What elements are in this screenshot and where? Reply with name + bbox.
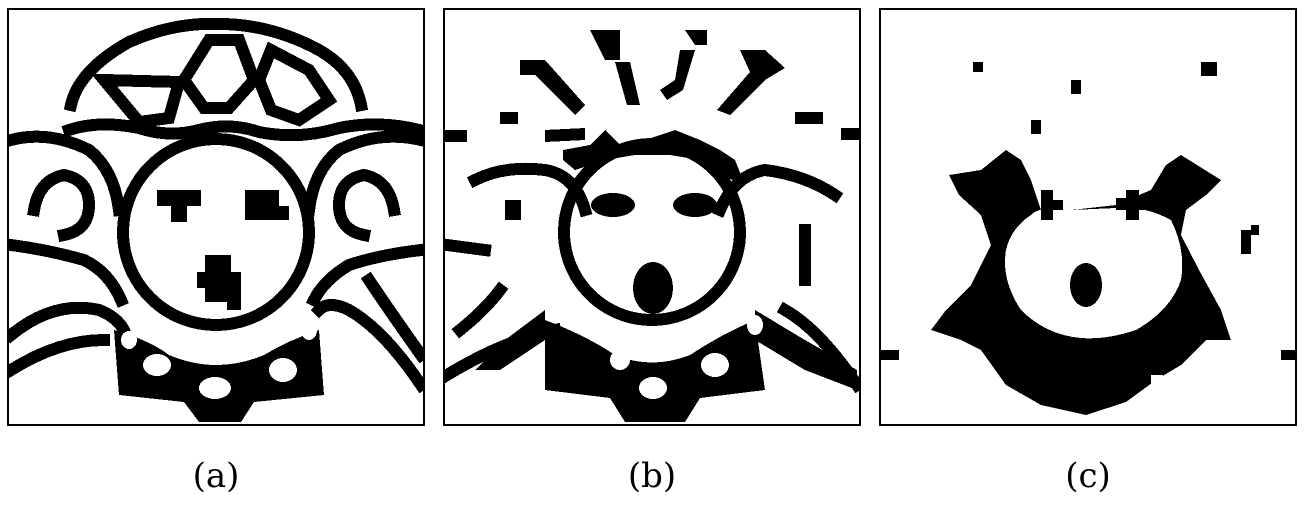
mouth xyxy=(633,262,673,314)
necklace-bead-4 xyxy=(301,320,317,340)
left-shoulder xyxy=(475,310,545,370)
left-scroll-outer xyxy=(9,130,126,217)
headdress-petal-1 xyxy=(90,73,187,129)
right-hair-1 xyxy=(305,243,423,309)
left-scroll-curl xyxy=(27,168,96,243)
fragment-3 xyxy=(685,30,707,45)
panel-b-binary-face-image xyxy=(443,8,861,426)
mouth xyxy=(197,255,241,310)
right-shoulder xyxy=(755,310,857,390)
left-hair-strand-1 xyxy=(451,281,509,339)
left-eye xyxy=(591,193,635,217)
right-scroll-outer xyxy=(302,130,423,217)
speck-1 xyxy=(973,62,983,72)
fragment-12 xyxy=(505,200,521,220)
right-hair-top xyxy=(712,163,844,218)
necklace-bead-4 xyxy=(747,315,763,335)
panel-c-binary-face-image xyxy=(879,8,1297,426)
necklace-bead-2 xyxy=(199,377,231,399)
left-eye-speck xyxy=(1041,190,1063,220)
speck-6 xyxy=(1251,225,1259,235)
left-hair-top xyxy=(466,162,593,218)
panel-a-image xyxy=(9,17,423,422)
face-outline xyxy=(117,133,315,331)
right-eye xyxy=(673,193,717,217)
panel-a-binary-face-image xyxy=(7,8,425,426)
fragment-9 xyxy=(795,112,823,124)
speck-2 xyxy=(1201,62,1217,76)
mass-hole xyxy=(1151,375,1163,385)
speck-5 xyxy=(1241,230,1251,254)
right-hair-2 xyxy=(310,299,423,394)
speck-7 xyxy=(881,350,899,360)
fragment-5 xyxy=(520,60,585,115)
headdress-petal-2 xyxy=(176,34,261,114)
fragment-10 xyxy=(841,128,859,140)
fragment-2 xyxy=(615,62,640,105)
fragment-7 xyxy=(500,112,518,124)
fragment-6 xyxy=(717,50,785,115)
panel-c-image xyxy=(881,62,1295,415)
headdress-outer-arch xyxy=(63,17,369,113)
caption-b: (b) xyxy=(627,456,677,496)
speck-3 xyxy=(1071,80,1081,94)
caption-c: (c) xyxy=(1065,456,1111,496)
speck-4 xyxy=(1031,120,1041,134)
right-scroll-curl xyxy=(332,168,401,243)
fragment-4 xyxy=(660,50,695,100)
panel-b-image xyxy=(445,30,859,422)
necklace-bead-3 xyxy=(269,358,297,382)
headband xyxy=(563,130,745,185)
caption-a: (a) xyxy=(192,456,240,496)
necklace-bead-1 xyxy=(143,354,171,376)
right-eye xyxy=(245,190,289,220)
headdress-petal-3 xyxy=(252,41,338,127)
speck-8 xyxy=(1281,350,1295,360)
necklace-bead-2 xyxy=(639,377,667,399)
left-hair-mid xyxy=(445,238,492,257)
mouth xyxy=(1070,263,1102,307)
necklace-bead-1 xyxy=(610,350,630,370)
fragment-11 xyxy=(545,128,585,142)
necklace-bead-5 xyxy=(121,331,137,349)
fragment-8 xyxy=(445,130,467,142)
left-hair-2 xyxy=(9,301,134,347)
left-hair-3 xyxy=(9,333,111,379)
headband xyxy=(61,118,423,142)
right-hair-3 xyxy=(360,271,423,364)
necklace xyxy=(114,330,324,422)
necklace xyxy=(545,320,765,422)
right-eye-speck xyxy=(1116,190,1149,220)
necklace-bead-3 xyxy=(701,353,729,377)
fragment-1 xyxy=(590,30,620,60)
left-eye xyxy=(157,190,201,222)
left-hair-1 xyxy=(9,238,129,308)
